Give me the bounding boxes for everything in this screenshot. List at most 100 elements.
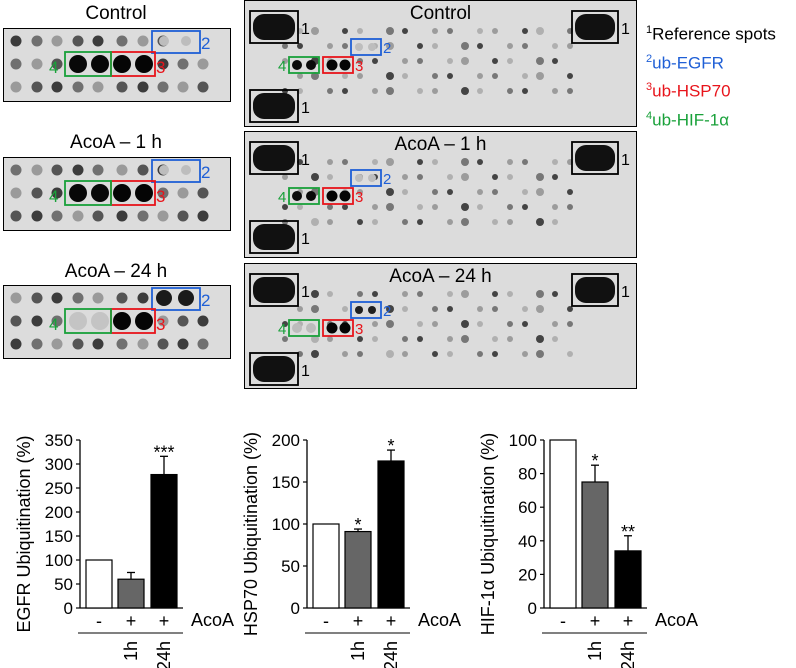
blot-spot bbox=[327, 174, 333, 180]
y-tick-label: 200 bbox=[45, 503, 73, 522]
blot-spot bbox=[197, 58, 209, 70]
blot-spot bbox=[31, 210, 43, 222]
acoa-sign: + bbox=[353, 611, 364, 631]
y-tick-label: 80 bbox=[518, 465, 537, 484]
large-blot-24h: 1 1 1 4 3 2 bbox=[244, 263, 637, 389]
legend: 1Reference spots 2ub-EGFR 3ub-HSP70 4ub-… bbox=[646, 18, 776, 133]
y-tick-label: 200 bbox=[272, 431, 300, 450]
blot-spot bbox=[492, 351, 498, 357]
blot-spot bbox=[116, 164, 128, 176]
blot-spot bbox=[10, 81, 22, 93]
blot-spot bbox=[157, 338, 169, 350]
blot-spot bbox=[292, 323, 302, 333]
blot-spot bbox=[51, 35, 63, 47]
blot-spot bbox=[492, 336, 498, 342]
box-reference bbox=[249, 220, 299, 254]
blot-spot bbox=[177, 210, 189, 222]
blot-spot bbox=[492, 219, 498, 225]
blot-spot bbox=[447, 174, 453, 180]
time-label: 24h bbox=[154, 641, 174, 668]
blot-spot bbox=[342, 43, 348, 49]
y-tick-label: 100 bbox=[509, 431, 537, 450]
blot-spot bbox=[92, 210, 104, 222]
blot-spot bbox=[135, 184, 153, 202]
y-tick-label: 150 bbox=[272, 473, 300, 492]
blot-spot bbox=[492, 306, 498, 312]
blot-spot bbox=[292, 191, 302, 201]
blot-spot bbox=[157, 210, 169, 222]
label-hif: 4 bbox=[278, 321, 286, 338]
label-reference: 1 bbox=[301, 100, 310, 117]
blot-spot bbox=[402, 336, 408, 342]
blot-spot bbox=[386, 42, 394, 50]
box-reference bbox=[249, 10, 299, 44]
blot-spot bbox=[357, 336, 363, 342]
blot-spot bbox=[567, 73, 573, 79]
legend-item-reference: 1Reference spots bbox=[646, 24, 776, 44]
label-egfr: 2 bbox=[383, 40, 391, 57]
reference-spot bbox=[253, 277, 295, 303]
reference-spot bbox=[575, 277, 615, 303]
label-reference: 1 bbox=[621, 152, 630, 169]
label-egfr: 2 bbox=[383, 303, 391, 320]
blot-spot bbox=[69, 184, 87, 202]
blot-spot bbox=[311, 335, 319, 343]
bar bbox=[117, 578, 145, 609]
blot-spot bbox=[327, 291, 333, 297]
blot-spot bbox=[306, 191, 316, 201]
label-hsp70: 3 bbox=[355, 321, 363, 338]
blot-spot bbox=[402, 174, 408, 180]
blot-spot bbox=[522, 204, 528, 210]
label-hsp70: 3 bbox=[156, 315, 165, 334]
box-hif bbox=[288, 319, 320, 337]
box-egfr bbox=[151, 287, 201, 311]
time-label: 1h bbox=[585, 641, 605, 661]
blot-spot bbox=[567, 321, 573, 327]
blot-spot bbox=[536, 72, 544, 80]
blot-spot bbox=[552, 219, 558, 225]
y-tick-label: 150 bbox=[45, 527, 73, 546]
legend-item-hsp70: 3ub-HSP70 bbox=[646, 81, 731, 101]
box-reference bbox=[571, 141, 619, 175]
blot-spot bbox=[72, 81, 84, 93]
blot-spot bbox=[91, 55, 109, 73]
blot-spot bbox=[342, 88, 348, 94]
blot-spot bbox=[536, 335, 544, 343]
blot-spot bbox=[177, 58, 189, 70]
blot-spot bbox=[507, 219, 513, 225]
reference-spot bbox=[575, 14, 615, 40]
label-reference: 1 bbox=[301, 231, 310, 248]
y-tick-label: 50 bbox=[281, 557, 300, 576]
blot-spot bbox=[402, 219, 408, 225]
blot-spot bbox=[372, 159, 378, 165]
blot-spot bbox=[10, 315, 22, 327]
blot-spot bbox=[113, 312, 131, 330]
blot-spot bbox=[522, 88, 528, 94]
bar bbox=[377, 460, 405, 609]
label-hif: 4 bbox=[49, 315, 58, 334]
blot-spot bbox=[507, 204, 513, 210]
blot-spot bbox=[282, 43, 288, 49]
blot-spot bbox=[91, 312, 109, 330]
blot-spot bbox=[567, 43, 573, 49]
box-reference bbox=[249, 273, 299, 307]
box-hsp70 bbox=[322, 56, 354, 74]
blot-spot bbox=[339, 190, 351, 202]
blot-spot bbox=[297, 43, 303, 49]
blot-spot bbox=[536, 290, 544, 298]
blot-spot bbox=[461, 320, 469, 328]
blot-spot bbox=[72, 338, 84, 350]
blot-spot bbox=[461, 57, 469, 65]
blot-spot bbox=[567, 351, 573, 357]
blot-spot bbox=[92, 164, 104, 176]
blot-spot bbox=[297, 306, 303, 312]
blot-spot bbox=[326, 322, 338, 334]
y-tick-label: 250 bbox=[45, 479, 73, 498]
blot-spot bbox=[447, 28, 453, 34]
reference-spot bbox=[253, 356, 295, 382]
blot-spot bbox=[507, 336, 513, 342]
reference-spot bbox=[575, 145, 615, 171]
label-hif: 4 bbox=[278, 189, 286, 206]
blot-spot bbox=[417, 174, 423, 180]
blot-spot bbox=[417, 219, 423, 225]
